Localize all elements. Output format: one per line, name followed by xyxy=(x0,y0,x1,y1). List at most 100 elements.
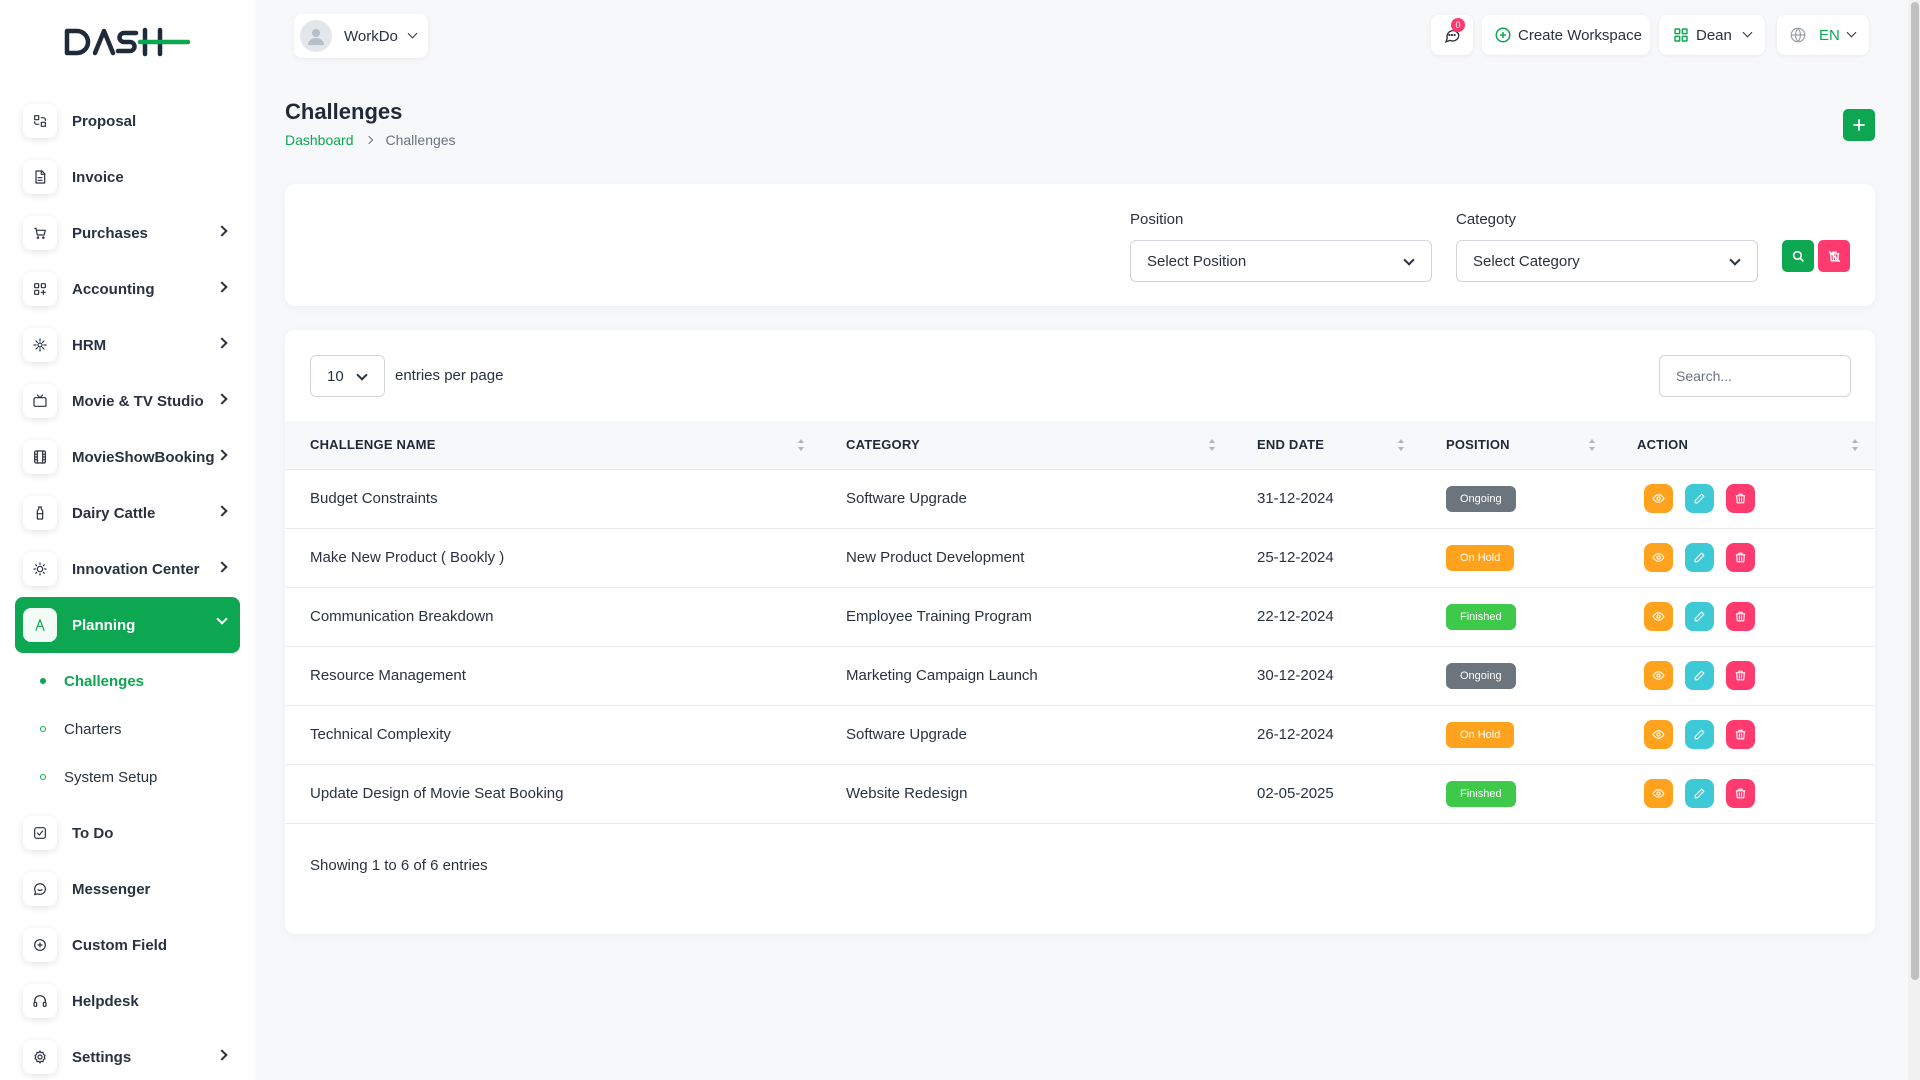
column-header-category[interactable]: CATEGORY xyxy=(821,421,1232,469)
view-button[interactable] xyxy=(1644,543,1673,572)
cell-category: New Product Development xyxy=(846,549,1025,566)
logo[interactable] xyxy=(64,22,190,62)
column-header-action[interactable]: ACTION xyxy=(1612,421,1875,469)
planning-submenu: Challenges Charters System Setup xyxy=(0,653,255,805)
sidebar-item-to-do[interactable]: To Do xyxy=(15,805,240,861)
messages-button[interactable]: 0 xyxy=(1431,15,1473,55)
cell-challenge-name: Resource Management xyxy=(310,667,466,684)
sidebar-item-messenger[interactable]: Messenger xyxy=(15,861,240,917)
sidebar-item-movieshowbooking[interactable]: MovieShowBooking xyxy=(15,429,240,485)
delete-button[interactable] xyxy=(1726,779,1755,808)
submenu-item-charters[interactable]: Charters xyxy=(0,705,255,753)
chevron-right-icon xyxy=(216,337,228,349)
cell-action xyxy=(1612,764,1875,823)
delete-button[interactable] xyxy=(1726,720,1755,749)
dash-logo-icon xyxy=(64,27,190,57)
edit-button[interactable] xyxy=(1685,661,1714,690)
submenu-item-label: Charters xyxy=(64,720,122,738)
apply-filter-button[interactable] xyxy=(1782,240,1814,272)
workspace-select[interactable]: WorkDo xyxy=(294,14,428,58)
proposal-icon xyxy=(23,104,57,138)
table-row: Communication Breakdown Employee Training… xyxy=(285,587,1875,646)
sort-icon xyxy=(797,439,805,453)
entries-per-page-select[interactable]: 10 xyxy=(310,355,385,397)
cell-end-date: 25-12-2024 xyxy=(1257,549,1334,566)
sidebar-item-planning[interactable]: Planning xyxy=(15,597,240,653)
view-button[interactable] xyxy=(1644,484,1673,513)
sidebar-item-label: HRM xyxy=(72,336,107,354)
submenu-item-challenges[interactable]: Challenges xyxy=(0,657,255,705)
edit-button[interactable] xyxy=(1685,543,1714,572)
sidebar-item-invoice[interactable]: Invoice xyxy=(15,149,240,205)
chevron-down-icon xyxy=(1403,254,1415,266)
edit-button[interactable] xyxy=(1685,720,1714,749)
breadcrumb: Dashboard Challenges xyxy=(285,132,456,148)
status-badge: On Hold xyxy=(1446,544,1515,571)
delete-button[interactable] xyxy=(1726,661,1755,690)
sidebar-item-settings[interactable]: Settings xyxy=(15,1029,240,1080)
sidebar-item-label: To Do xyxy=(72,824,114,842)
sidebar-item-dairy-cattle[interactable]: Dairy Cattle xyxy=(15,485,240,541)
edit-button[interactable] xyxy=(1685,602,1714,631)
delete-button[interactable] xyxy=(1726,484,1755,513)
cell-challenge-name: Technical Complexity xyxy=(310,726,451,743)
language-select[interactable]: EN xyxy=(1777,15,1869,55)
chevron-down-icon xyxy=(356,369,368,381)
trash-off-icon xyxy=(1828,250,1840,262)
view-button[interactable] xyxy=(1644,720,1673,749)
position-select[interactable]: Select Position xyxy=(1130,240,1432,282)
view-button[interactable] xyxy=(1644,779,1673,808)
submenu-item-system-setup[interactable]: System Setup xyxy=(0,753,255,801)
page-title: Challenges xyxy=(285,99,403,124)
delete-button[interactable] xyxy=(1726,602,1755,631)
reset-filter-button[interactable] xyxy=(1818,240,1850,272)
sidebar-item-label: Planning xyxy=(72,616,136,634)
sidebar: Proposal Invoice Purchases Accounting HRM Mov… xyxy=(0,0,255,1080)
edit-button[interactable] xyxy=(1685,779,1714,808)
status-badge: Ongoing xyxy=(1446,485,1516,512)
create-workspace-button[interactable]: Create Workspace xyxy=(1482,15,1650,55)
chevron-down-icon xyxy=(1742,27,1753,38)
scrollbar-thumb[interactable] xyxy=(1911,2,1919,980)
sidebar-item-accounting[interactable]: Accounting xyxy=(15,261,240,317)
chevron-down-icon xyxy=(407,28,418,39)
sidebar-item-helpdesk[interactable]: Helpdesk xyxy=(15,973,240,1029)
bulb-icon xyxy=(23,552,57,586)
trash-icon xyxy=(1735,670,1746,681)
user-name: Dean xyxy=(1696,26,1732,44)
workspace-name: WorkDo xyxy=(344,27,398,45)
cell-category: Marketing Campaign Launch xyxy=(846,667,1038,684)
film-icon xyxy=(23,440,57,474)
table-search-input[interactable] xyxy=(1659,355,1851,397)
add-challenge-button[interactable] xyxy=(1843,109,1875,141)
column-header-challenge-name[interactable]: CHALLENGE NAME xyxy=(285,421,821,469)
table-body: Budget Constraints Software Upgrade 31-12-… xyxy=(285,469,1875,823)
view-button[interactable] xyxy=(1644,661,1673,690)
sort-icon xyxy=(1208,439,1216,453)
sidebar-item-proposal[interactable]: Proposal xyxy=(15,93,240,149)
sidebar-item-purchases[interactable]: Purchases xyxy=(15,205,240,261)
column-header-end-date[interactable]: END DATE xyxy=(1232,421,1421,469)
cell-position: On Hold xyxy=(1421,528,1612,587)
sidebar-item-innovation-center[interactable]: Innovation Center xyxy=(15,541,240,597)
sidebar-item-custom-field[interactable]: Custom Field xyxy=(15,917,240,973)
sidebar-item-movie-tv-studio[interactable]: Movie & TV Studio xyxy=(15,373,240,429)
page-scrollbar[interactable] xyxy=(1908,0,1920,1080)
view-button[interactable] xyxy=(1644,602,1673,631)
plus-circle-icon xyxy=(1495,27,1511,43)
sidebar-item-hrm[interactable]: HRM xyxy=(15,317,240,373)
category-select[interactable]: Select Category xyxy=(1456,240,1758,282)
bullet-icon xyxy=(40,774,46,780)
position-select-value: Select Position xyxy=(1147,252,1247,270)
delete-button[interactable] xyxy=(1726,543,1755,572)
position-filter-label: Position xyxy=(1130,211,1184,228)
cell-category: Employee Training Program xyxy=(846,608,1032,625)
column-header-position[interactable]: POSITION xyxy=(1421,421,1612,469)
breadcrumb-dashboard-link[interactable]: Dashboard xyxy=(285,132,354,148)
user-menu[interactable]: Dean xyxy=(1659,15,1765,55)
edit-button[interactable] xyxy=(1685,484,1714,513)
pencil-icon xyxy=(1694,670,1705,681)
grid-icon xyxy=(23,272,57,306)
checkbox-icon xyxy=(23,816,57,850)
sidebar-item-label: Messenger xyxy=(72,880,151,898)
